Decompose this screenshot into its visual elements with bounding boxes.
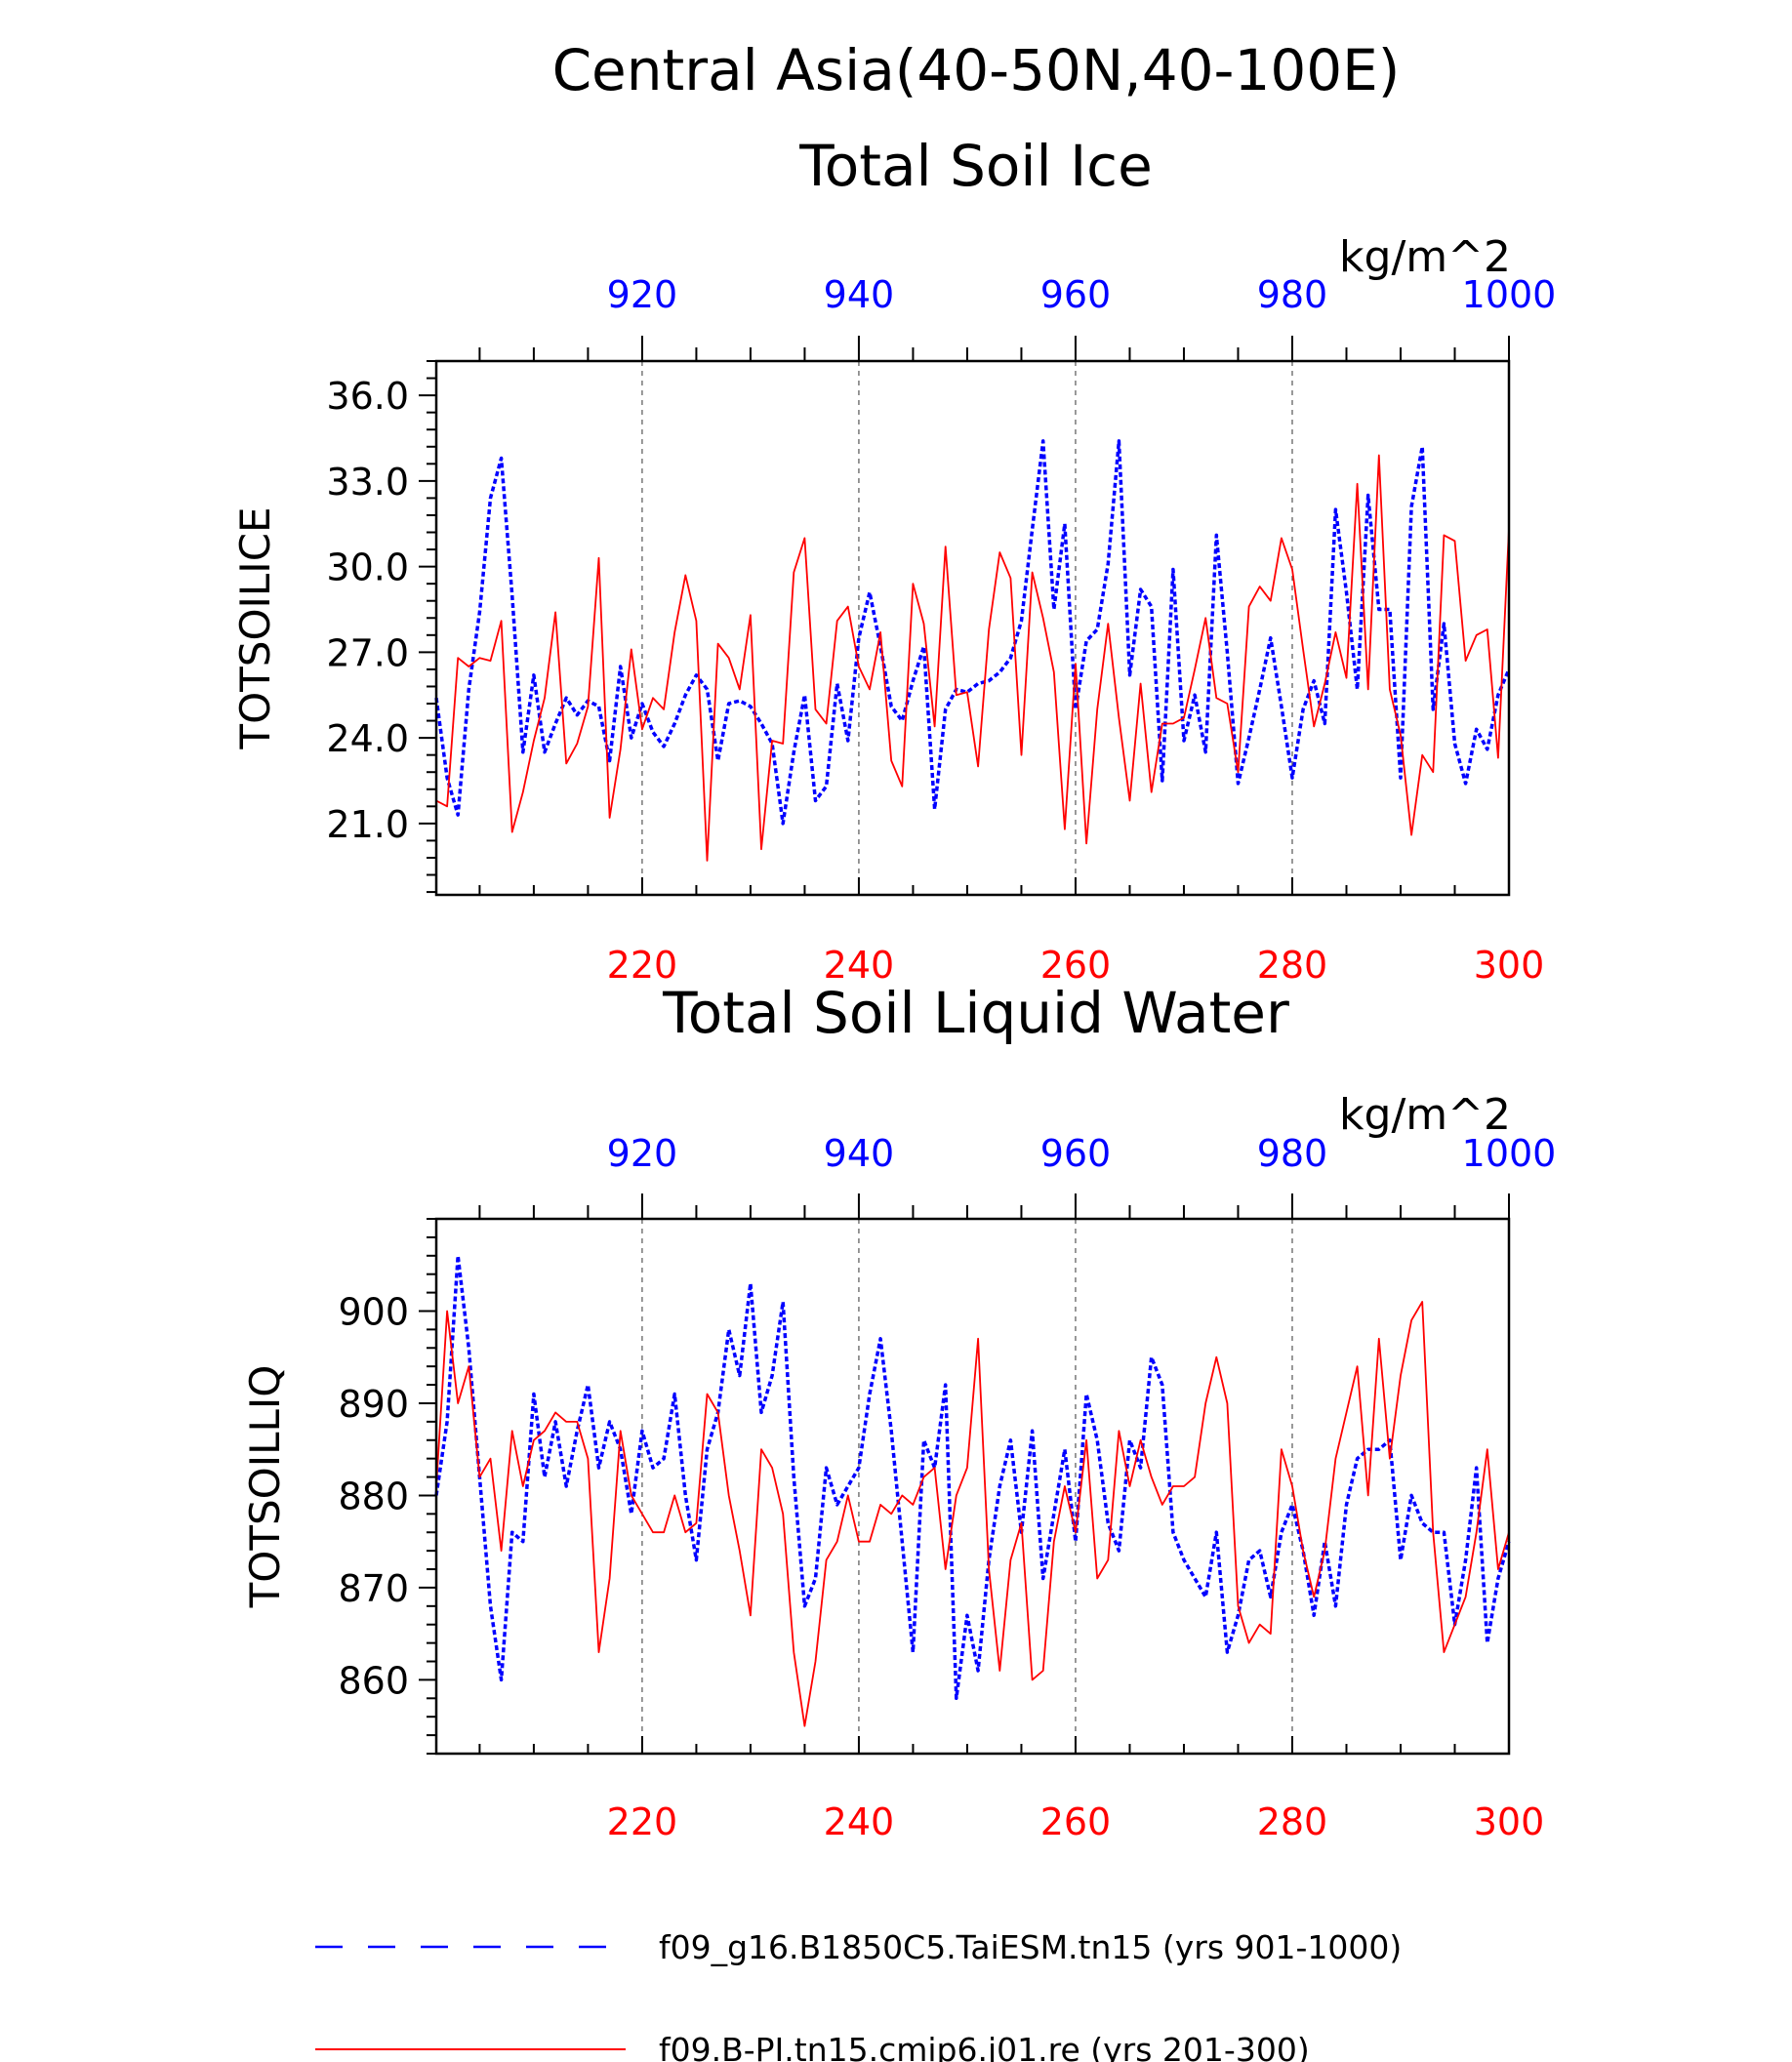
series-line-cmip6 — [435, 454, 1510, 862]
legend-label-cmip6: f09.B-PI.tn15.cmip6.j01.re (yrs 201-300) — [659, 2031, 1310, 2062]
panel-title: Total Soil Ice — [798, 133, 1153, 199]
panel-soil-ice: Total Soil Ice kg/m^2 TOTSOILICE 21.0 24.0 27… — [231, 133, 1556, 987]
y-tick-label: 33.0 — [326, 461, 409, 504]
x-top-tick-label: 920 — [607, 1132, 678, 1175]
y-tick-label: 880 — [338, 1475, 409, 1517]
y-tick-label: 870 — [338, 1567, 409, 1610]
x-bottom-tick-label: 240 — [824, 944, 895, 987]
x-top-tick-label: 1000 — [1462, 1132, 1557, 1175]
y-tick-label: 21.0 — [326, 803, 409, 846]
x-bottom-tick-label: 280 — [1257, 944, 1328, 987]
x-top-tick-label: 1000 — [1462, 273, 1557, 316]
units-label: kg/m^2 — [1339, 232, 1511, 282]
series-line-taiesm — [434, 439, 1511, 826]
x-top-tick-label: 960 — [1040, 1132, 1112, 1175]
units-label: kg/m^2 — [1339, 1090, 1511, 1140]
x-bottom-tick-label: 260 — [1040, 944, 1112, 987]
legend-label-taiesm: f09_g16.B1850C5.TaiESM.tn15 (yrs 901-100… — [659, 1928, 1402, 1966]
y-tick-label: 860 — [338, 1659, 409, 1702]
y-tick-label: 890 — [338, 1383, 409, 1426]
x-bottom-tick-label: 300 — [1474, 944, 1545, 987]
figure-title: Central Asia(40-50N,40-100E) — [552, 37, 1401, 103]
panel-title: Total Soil Liquid Water — [662, 980, 1289, 1046]
legend: f09_g16.B1850C5.TaiESM.tn15 (yrs 901-100… — [315, 1928, 1402, 2062]
x-top-tick-label: 940 — [824, 1132, 895, 1175]
y-axis-label: TOTSOILLIQ — [241, 1365, 289, 1609]
x-bottom-tick-label: 280 — [1257, 1800, 1328, 1843]
y-tick-label: 24.0 — [326, 717, 409, 760]
x-top-tick-label: 960 — [1040, 273, 1112, 316]
plot-frame — [434, 1217, 1511, 1756]
series-line-taiesm — [434, 1254, 1511, 1701]
panel-soil-liquid-water: Total Soil Liquid Water kg/m^2 TOTSOILLIQ 8… — [241, 980, 1556, 1843]
x-bottom-tick-label: 240 — [824, 1800, 895, 1843]
x-top-tick-label: 980 — [1257, 1132, 1328, 1175]
plot-frame — [434, 359, 1511, 897]
y-tick-label: 900 — [338, 1290, 409, 1333]
y-tick-label: 30.0 — [326, 546, 409, 589]
x-bottom-tick-label: 220 — [607, 944, 678, 987]
y-axis-label: TOTSOILICE — [231, 506, 279, 749]
x-bottom-tick-label: 220 — [607, 1800, 678, 1843]
y-tick-label: 27.0 — [326, 631, 409, 674]
x-bottom-tick-label: 260 — [1040, 1800, 1112, 1843]
x-top-tick-label: 940 — [824, 273, 895, 316]
x-top-tick-label: 920 — [607, 273, 678, 316]
series-line-cmip6 — [435, 1301, 1510, 1727]
x-bottom-tick-label: 300 — [1474, 1800, 1545, 1843]
y-tick-label: 36.0 — [326, 375, 409, 418]
x-top-tick-label: 980 — [1257, 273, 1328, 316]
